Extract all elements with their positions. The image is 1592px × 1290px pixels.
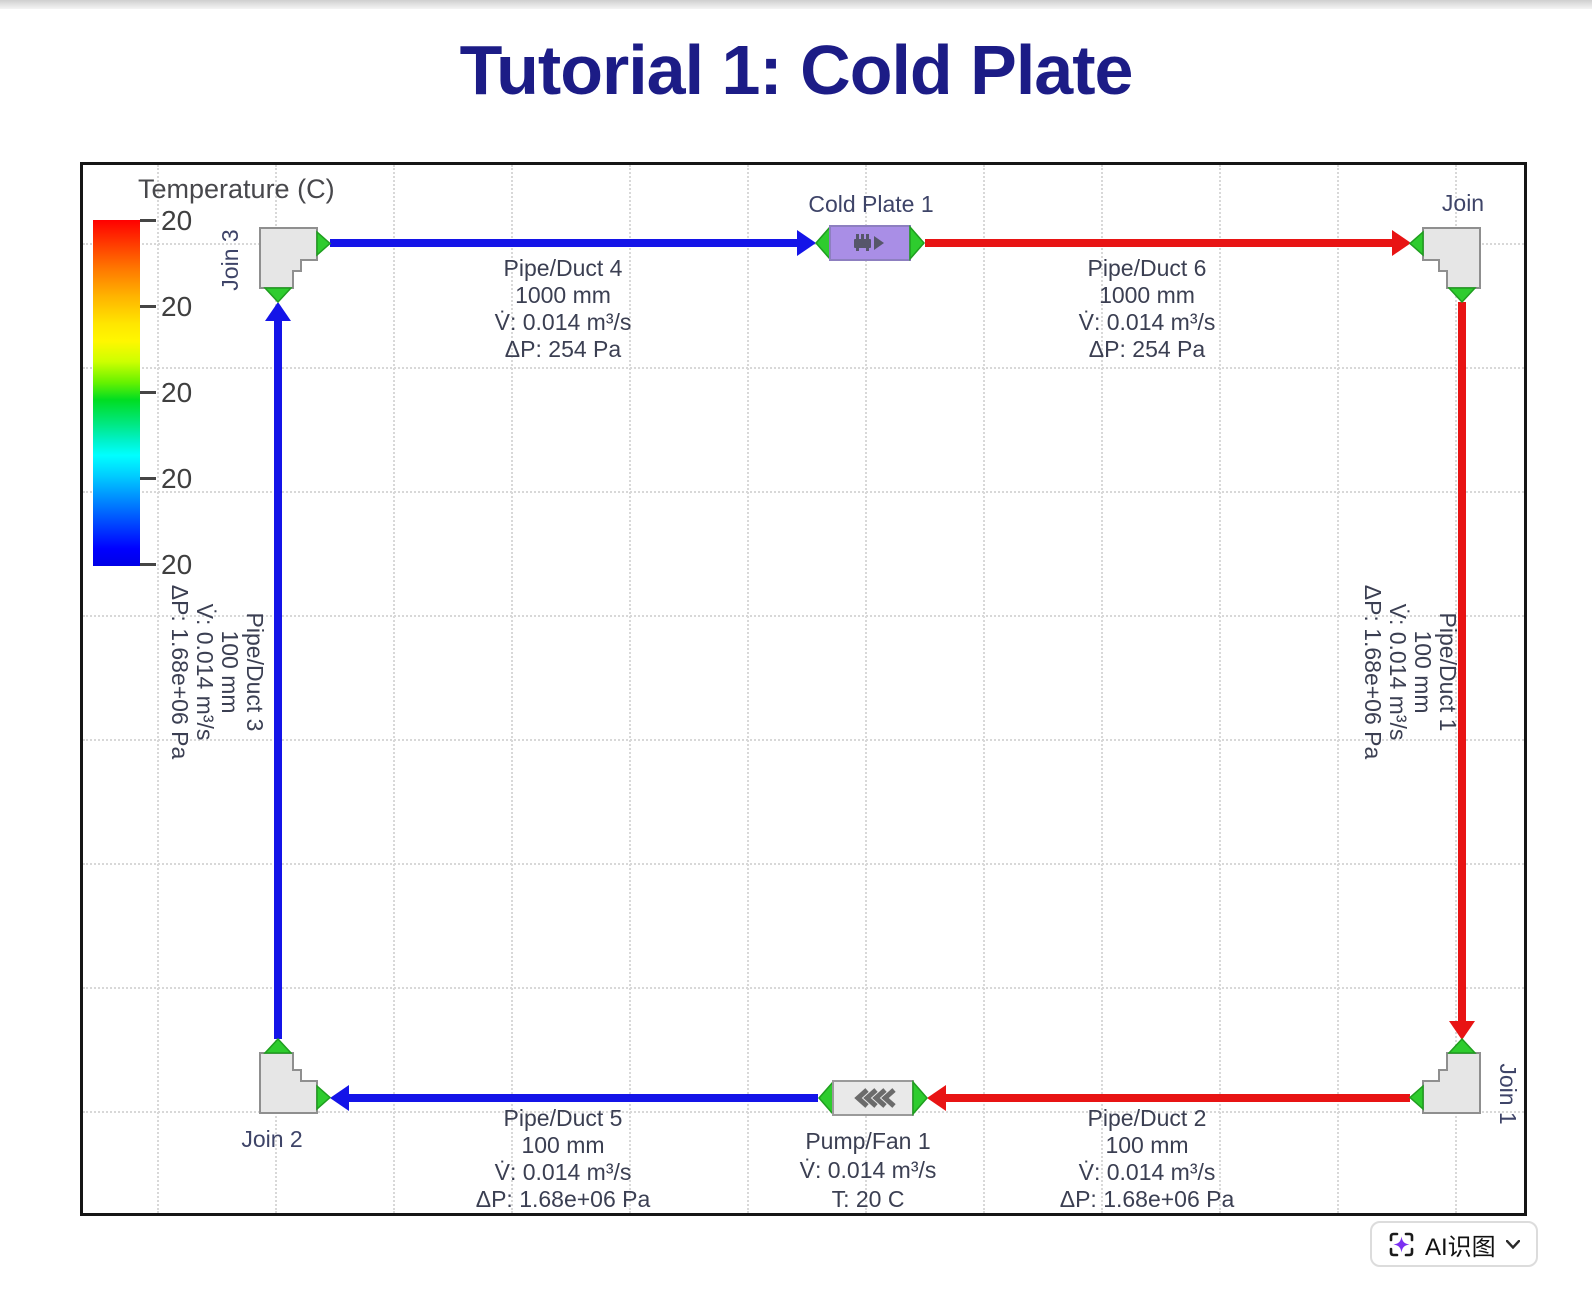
cold-plate-device	[815, 222, 925, 269]
pipe-duct-6-annotation: Pipe/Duct 6 1000 mm V̇: 0.014 m³/s ΔP: 2…	[1079, 255, 1216, 363]
colorbar-tick-label: 20	[161, 377, 193, 408]
pump-name: Pump/Fan 1	[805, 1128, 931, 1154]
join-2-label: Join 2	[241, 1126, 303, 1152]
pipe-size: 1000 mm	[515, 282, 611, 308]
pipe-duct-5-annotation: Pipe/Duct 5 100 mm V̇: 0.014 m³/s ΔP: 1.…	[476, 1105, 651, 1213]
grid-line	[83, 863, 1524, 865]
legend-title: Temperature (C)	[138, 174, 335, 204]
grid-line	[511, 165, 513, 1213]
pipe-duct-2-annotation: Pipe/Duct 2 100 mm V̇: 0.014 m³/s ΔP: 1.…	[1060, 1105, 1235, 1213]
pipe-dp: ΔP: 1.68e+06 Pa	[475, 1186, 651, 1212]
colorbar-tick	[140, 219, 156, 222]
pipe-flow: V̇: 0.014 m³/s	[192, 603, 218, 741]
pump-chevrons-icon	[854, 1088, 896, 1108]
colorbar-tick	[140, 477, 156, 480]
grid-line	[1455, 165, 1457, 1213]
flow-arrow-icon	[1392, 230, 1411, 256]
grid-line	[747, 165, 749, 1213]
ai-button-label: AI识图	[1425, 1233, 1496, 1261]
pipe-duct-4-line	[330, 239, 799, 247]
join-label: Join	[1441, 190, 1485, 216]
flow-arrow-icon	[1449, 1021, 1475, 1040]
pipe-dp: ΔP: 254 Pa	[504, 336, 622, 362]
colorbar-tick-label: 20	[161, 205, 193, 236]
colorbar-tick	[140, 563, 156, 566]
colorbar-tick-label: 20	[161, 549, 193, 580]
page-title: Tutorial 1: Cold Plate	[459, 31, 1134, 109]
pipe-flow: V̇: 0.014 m³/s	[494, 1159, 632, 1185]
grid-line	[393, 165, 395, 1213]
pump-fan-annotation: Pump/Fan 1 V̇: 0.014 m³/s T: 20 C	[800, 1127, 937, 1214]
grid-line	[1101, 165, 1103, 1213]
join-3-elbow	[259, 227, 332, 304]
join-elbow	[1408, 227, 1481, 304]
pipe-flow: V̇: 0.014 m³/s	[1078, 1159, 1216, 1185]
pipe-duct-3-annotation: Pipe/Duct 3 100 mm V̇: 0.014 m³/s ΔP: 1.…	[167, 584, 268, 760]
colorbar-tick	[140, 305, 156, 308]
pipe-dp: ΔP: 254 Pa	[1088, 336, 1206, 362]
pipe-duct-5-line	[348, 1094, 818, 1102]
pipe-dp: ΔP: 1.68e+06 Pa	[1059, 1186, 1235, 1212]
pipe-size: 100 mm	[217, 630, 243, 714]
join-3-label: Join 3	[217, 229, 243, 291]
grid-line	[1337, 165, 1339, 1213]
flow-arrow-icon	[330, 1085, 349, 1111]
join-2-elbow	[259, 1037, 332, 1114]
cold-plate-label: Cold Plate 1	[808, 191, 934, 217]
temperature-colorbar	[93, 220, 140, 566]
pipe-duct-2-line	[946, 1094, 1410, 1102]
sparkle-scan-icon	[1389, 1232, 1414, 1256]
pipe-duct-6-line	[925, 239, 1393, 247]
pipe-size: 100 mm	[1105, 1132, 1189, 1158]
pipe-duct-4-annotation: Pipe/Duct 4 1000 mm V̇: 0.014 m³/s ΔP: 2…	[495, 255, 632, 363]
pipe-name: Pipe/Duct 1	[1435, 612, 1461, 732]
colorbar-tick-label: 20	[161, 291, 193, 322]
grid-line	[83, 615, 1524, 617]
pipe-name: Pipe/Duct 2	[1087, 1105, 1207, 1131]
pipe-duct-1-line	[1458, 302, 1466, 1021]
join-1-elbow	[1408, 1037, 1481, 1114]
grid-line	[983, 165, 985, 1213]
pipe-dp: ΔP: 1.68e+06 Pa	[167, 584, 193, 760]
pipe-size: 100 mm	[521, 1132, 605, 1158]
flow-arrow-icon	[927, 1085, 946, 1111]
grid-line	[83, 1111, 1524, 1113]
pipe-duct-1-annotation: Pipe/Duct 1 100 mm V̇: 0.014 m³/s ΔP: 1.…	[1360, 584, 1461, 760]
pump-fan-device	[818, 1077, 928, 1124]
grid-line	[83, 987, 1524, 989]
ai-recognize-button[interactable]: AI识图	[1370, 1221, 1538, 1267]
chevron-down-icon	[1505, 1239, 1520, 1249]
pipe-flow: V̇: 0.014 m³/s	[1078, 309, 1216, 335]
grid-line	[865, 165, 867, 1213]
grid-line	[157, 165, 159, 1213]
cold-plate-icon	[854, 234, 884, 251]
pipe-name: Pipe/Duct 4	[503, 255, 623, 281]
grid-line	[83, 739, 1524, 741]
pump-temp: T: 20 C	[831, 1186, 905, 1212]
pipe-size: 1000 mm	[1099, 282, 1195, 308]
pipe-name: Pipe/Duct 3	[242, 612, 268, 732]
grid-line	[83, 367, 1524, 369]
pipe-flow: V̇: 0.014 m³/s	[494, 309, 632, 335]
flow-arrow-icon	[265, 302, 291, 321]
pipe-size: 100 mm	[1410, 630, 1436, 714]
grid-line	[629, 165, 631, 1213]
join-1-label: Join 1	[1495, 1063, 1521, 1125]
pipe-flow: V̇: 0.014 m³/s	[1385, 603, 1411, 741]
pump-flow: V̇: 0.014 m³/s	[799, 1157, 937, 1183]
pipe-name: Pipe/Duct 5	[503, 1105, 623, 1131]
flow-arrow-icon	[797, 230, 816, 256]
colorbar-tick	[140, 391, 156, 394]
grid-line	[1219, 165, 1221, 1213]
window-top-strip	[0, 0, 1592, 9]
schematic-canvas: Temperature (C) 20 20 20 20 20	[80, 162, 1527, 1216]
colorbar-tick-label: 20	[161, 463, 193, 494]
pipe-duct-3-line	[274, 320, 282, 1039]
grid-line	[83, 491, 1524, 493]
pipe-name: Pipe/Duct 6	[1087, 255, 1207, 281]
pipe-dp: ΔP: 1.68e+06 Pa	[1360, 584, 1386, 760]
